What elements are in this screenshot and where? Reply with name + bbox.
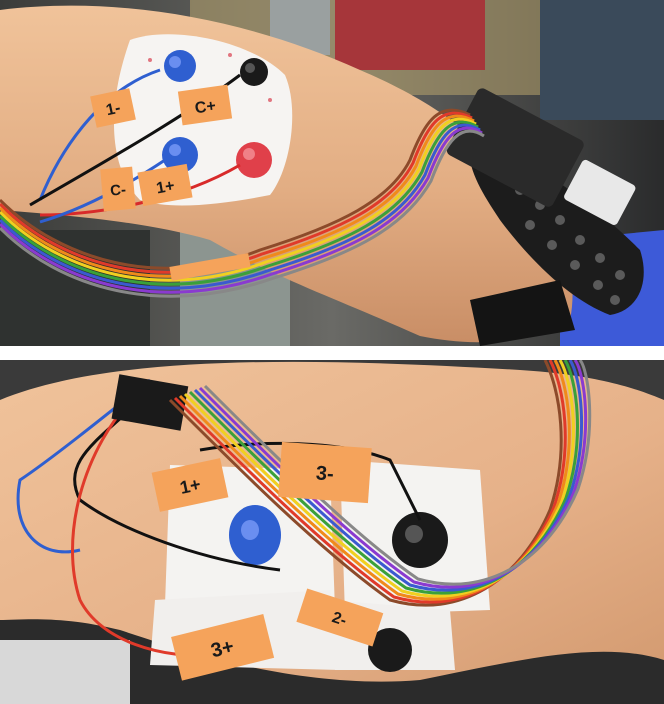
tape-label-4-text: C- <box>110 181 127 199</box>
ribbon-cable <box>0 108 485 298</box>
electrode-black-1-highlight <box>405 525 423 543</box>
tape-label-2-text: 3- <box>315 462 334 485</box>
tape-label-4 <box>100 166 136 212</box>
strap <box>470 280 575 346</box>
red-box <box>335 0 485 70</box>
tape-label-3 <box>296 588 384 647</box>
tape-strip <box>169 253 251 281</box>
connector <box>111 374 189 431</box>
tape-label-4-text: 3+ <box>209 636 236 663</box>
electrode-black <box>240 58 268 86</box>
tape-label-1-text: 1+ <box>178 474 202 498</box>
tape-label-4 <box>171 614 275 681</box>
electrode-blue-1-highlight <box>169 56 181 68</box>
tape-label-3-text: 1+ <box>155 178 176 198</box>
tape-label-1 <box>151 458 229 512</box>
dark-cabinet <box>540 0 664 120</box>
white-object <box>0 640 130 704</box>
electrode-black-2 <box>368 628 412 672</box>
electrode-black-highlight <box>245 63 255 73</box>
tape-label-1 <box>177 84 233 126</box>
electrode-red-highlight <box>243 148 255 160</box>
tape-label-1-text: C+ <box>194 98 217 118</box>
electrode-blue-2-highlight <box>169 144 181 156</box>
usb-module <box>564 159 636 225</box>
tape-label-2 <box>90 88 136 128</box>
bottom-photo-panel: 3M 1+ 3- 2- 3+ <box>0 360 664 704</box>
circuit-board <box>446 88 584 207</box>
wire-blue-2 <box>39 158 166 224</box>
electrode-blue-1 <box>164 50 196 82</box>
electrode-red <box>236 142 272 178</box>
bottom-photo-svg: 3M 1+ 3- 2- 3+ <box>0 360 664 704</box>
tape-label-3 <box>137 163 193 207</box>
top-photo-svg: C+ 1- 1+ C- <box>0 0 664 346</box>
wire-blue <box>16 378 151 554</box>
tape-label-2 <box>278 441 372 504</box>
wire-blue <box>38 68 161 201</box>
top-photo-panel: C+ 1- 1+ C- <box>0 0 664 346</box>
mesh-holes <box>500 165 625 305</box>
tape-label-3-text: 2- <box>330 609 349 630</box>
wire-red <box>71 388 221 658</box>
electrode-blue-highlight <box>241 520 259 540</box>
tape-label-2-text: 1- <box>105 100 122 120</box>
